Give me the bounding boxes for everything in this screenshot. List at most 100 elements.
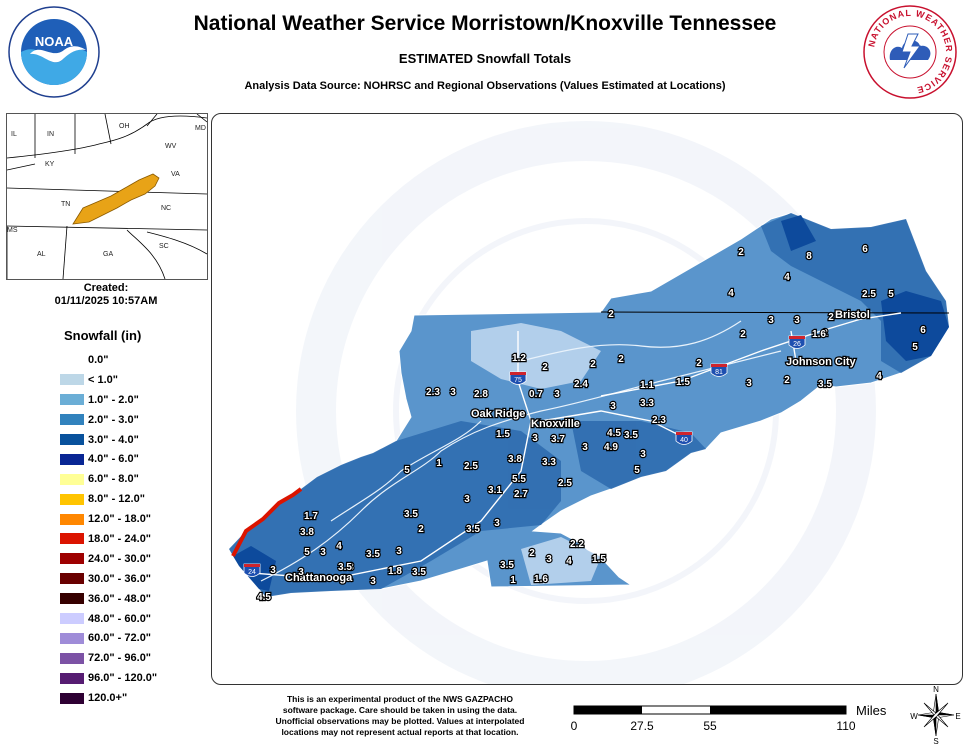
legend-swatch (60, 593, 84, 605)
legend-swatch (60, 613, 84, 625)
snowfall-value: 2 (738, 247, 744, 258)
snowfall-value: 1 (436, 458, 442, 469)
legend-item: 1.0" - 2.0" (60, 390, 210, 410)
snowfall-value: 3.8 (300, 527, 314, 538)
legend-swatch (60, 354, 84, 366)
snowfall-value: 3 (370, 576, 376, 587)
legend-label: 6.0" - 8.0" (88, 473, 139, 486)
snowfall-value: 2 (740, 329, 746, 340)
snowfall-value: 2 (542, 362, 548, 373)
interstate-shields: 75 81 26 40 24 (243, 335, 806, 577)
snowfall-value: 2 (590, 359, 596, 370)
snowfall-value: 2 (618, 354, 624, 365)
snowfall-value: 4 (876, 371, 882, 382)
created-label: Created: (83, 282, 129, 294)
snowfall-value: 3 (348, 562, 354, 573)
snowfall-value: 5 (304, 547, 310, 558)
legend-item: 72.0" - 96.0" (60, 648, 210, 668)
legend-label: 36.0" - 48.0" (88, 592, 152, 605)
snowfall-value: 2 (696, 358, 702, 369)
legend-item: 8.0" - 12.0" (60, 489, 210, 509)
snowfall-value: 3.3 (640, 398, 654, 409)
snowfall-value: 6 (920, 325, 926, 336)
compass-s: S (933, 737, 938, 746)
snowfall-value: 4 (566, 556, 572, 567)
city-label-chattanooga: Chattanooga (285, 572, 353, 584)
legend-item: 48.0" - 60.0" (60, 609, 210, 629)
snowfall-value: 3.5 (818, 379, 832, 390)
legend-swatch (60, 434, 84, 445)
city-label-bristol: Bristol (835, 309, 870, 321)
legend: 0.0" < 1.0" 1.0" - 2.0" 2.0" - 3.0" 3.0" - 4… (60, 350, 210, 708)
interstate-40-label: 40 (680, 437, 688, 444)
legend-swatch (60, 632, 84, 644)
snowfall-value: 1.6 (812, 329, 826, 340)
compass-rose-icon: N S E W (910, 685, 960, 746)
disclaimer: This is an experimental product of the N… (240, 694, 560, 738)
snowfall-value: 1 (510, 575, 516, 586)
snowfall-value: 2 (784, 375, 790, 386)
scale-tick-label: 110 (836, 719, 855, 733)
snowfall-value: 4 (784, 272, 790, 283)
state-label: VA (171, 171, 180, 178)
snowfall-value: 2 (828, 312, 834, 323)
legend-item: 6.0" - 8.0" (60, 469, 210, 489)
snowfall-value: 5 (912, 342, 918, 353)
state-label: IN (47, 131, 54, 138)
legend-swatch (60, 414, 84, 426)
snowfall-value: 2.4 (574, 379, 588, 390)
interstate-26-label: 26 (793, 341, 801, 348)
scale-tick-label: 55 (703, 719, 717, 733)
snowfall-value: 2.5 (862, 289, 876, 300)
disclaimer-line: software package. Care should be taken i… (282, 705, 518, 715)
snowfall-value: 5 (888, 289, 894, 300)
snowfall-value: 1.5 (496, 429, 510, 440)
snowfall-value: 2 (608, 309, 614, 320)
snowfall-value: 3.7 (551, 434, 565, 445)
legend-item: 18.0" - 24.0" (60, 529, 210, 549)
snowfall-value: 2.5 (464, 461, 478, 472)
legend-swatch (60, 573, 84, 585)
legend-label: 72.0" - 96.0" (88, 652, 152, 665)
snowfall-value: 3 (640, 449, 646, 460)
snowfall-value: 3 (532, 433, 538, 444)
legend-swatch (60, 672, 84, 684)
snowfall-value: 3 (546, 554, 552, 565)
snowfall-value: 3 (494, 518, 500, 529)
legend-label: 8.0" - 12.0" (88, 493, 145, 506)
snowfall-value: 3.5 (412, 567, 426, 578)
compass-e: E (955, 712, 960, 721)
legend-item: < 1.0" (60, 370, 210, 390)
legend-item: 36.0" - 48.0" (60, 589, 210, 609)
scale-unit-label: Miles (856, 703, 887, 718)
snowfall-value: 1.6 (534, 574, 548, 585)
snowfall-value: 3.5 (624, 430, 638, 441)
legend-item: 60.0" - 72.0" (60, 628, 210, 648)
legend-swatch (60, 374, 84, 386)
legend-swatch (60, 533, 84, 545)
snowfall-value: 4.9 (604, 442, 618, 453)
legend-swatch (60, 692, 84, 704)
legend-item: 4.0" - 6.0" (60, 449, 210, 469)
state-label: GA (103, 251, 113, 258)
legend-item: 2.0" - 3.0" (60, 410, 210, 430)
data-source-note: Analysis Data Source: NOHRSC and Regiona… (244, 80, 726, 92)
city-label-johnson-city: Johnson City (786, 356, 857, 368)
snowfall-value: 2.2 (570, 539, 584, 550)
snowfall-value: 3 (554, 389, 560, 400)
scale-bar: 0 27.5 55 110 Miles (571, 703, 887, 733)
snowfall-value: 8 (806, 251, 812, 262)
scale-tick-label: 27.5 (630, 719, 654, 733)
snowfall-value: 1.7 (304, 511, 318, 522)
snowfall-value: 3.5 (466, 524, 480, 535)
snowfall-value: 3 (450, 387, 456, 398)
page-title: National Weather Service Morristown/Knox… (193, 12, 777, 35)
state-label: AL (37, 251, 46, 258)
state-label: MD (195, 125, 206, 132)
snowfall-value: 0.7 (529, 389, 543, 400)
snowfall-value: 2.3 (426, 387, 440, 398)
snowfall-value: 3.8 (508, 454, 522, 465)
page-subtitle: ESTIMATED Snowfall Totals (398, 51, 572, 66)
snowfall-value: 3.3 (542, 457, 556, 468)
snowfall-value: 1.5 (676, 377, 690, 388)
